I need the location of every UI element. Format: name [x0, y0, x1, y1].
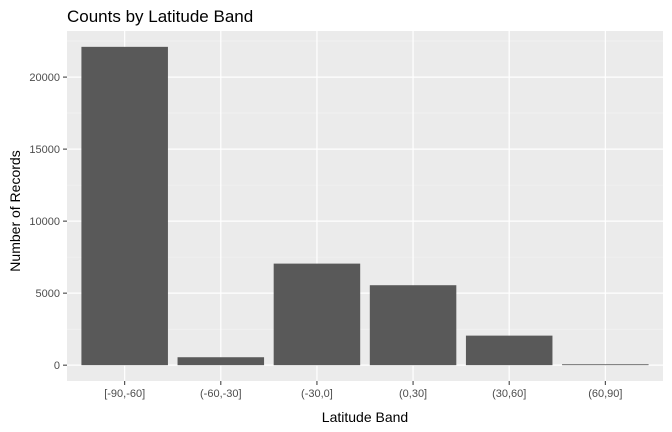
x-axis-ticks: [-90,-60] (-60,-30] (-30,0] (0,30] (30,60] (6… — [104, 381, 622, 400]
bar — [273, 263, 361, 366]
bar — [562, 364, 649, 366]
chart-title: Counts by Latitude Band — [67, 7, 253, 26]
y-tick-label: 5000 — [36, 288, 60, 300]
y-tick-label: 0 — [54, 360, 60, 372]
bar — [465, 335, 553, 366]
y-tick-label: 20000 — [29, 72, 60, 84]
x-axis-title: Latitude Band — [322, 409, 408, 425]
x-tick-label: (-30,0] — [301, 388, 333, 400]
x-tick-label: (60,90] — [588, 388, 622, 400]
x-tick-label: [-90,-60] — [104, 388, 145, 400]
y-tick-label: 10000 — [29, 216, 60, 228]
bar — [177, 357, 265, 366]
y-axis-title: Number of Records — [7, 150, 23, 271]
bar — [81, 46, 168, 366]
y-tick-label: 15000 — [29, 144, 60, 156]
x-tick-label: (0,30] — [399, 388, 427, 400]
x-tick-label: (30,60] — [492, 388, 526, 400]
y-axis-ticks: 0 5000 10000 15000 20000 — [29, 72, 67, 372]
bars — [81, 46, 649, 366]
bar — [369, 285, 457, 366]
x-tick-label: (-60,-30] — [200, 388, 242, 400]
